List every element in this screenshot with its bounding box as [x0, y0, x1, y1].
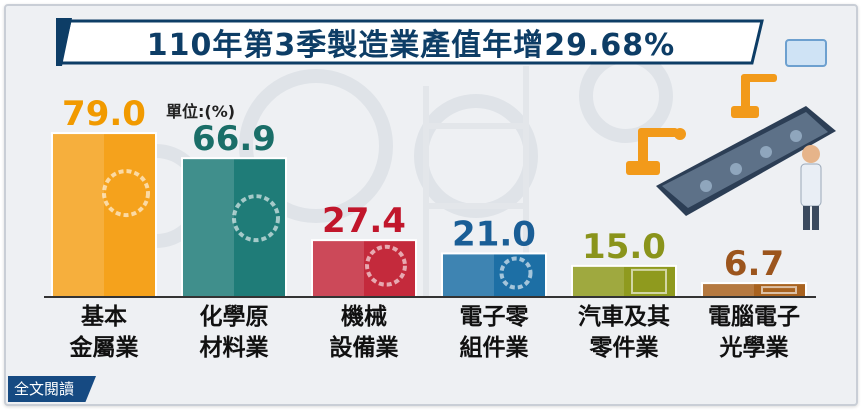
- bar: [701, 282, 807, 299]
- title-banner: [56, 18, 764, 66]
- factory-robot-illustration: [626, 39, 836, 230]
- bar-value-label: 27.4: [322, 201, 406, 241]
- category-label: 電子零 組件業: [459, 304, 529, 361]
- gear-icon: [365, 244, 407, 287]
- gear-icon: [102, 169, 150, 218]
- bar-value-label: 79.0: [62, 94, 146, 134]
- monitor-icon: [785, 39, 827, 67]
- category-label: 汽車及其 零件業: [578, 304, 670, 361]
- read-full-text-button[interactable]: 全文閱讀: [8, 376, 97, 402]
- circuit-chip-icon: [499, 256, 533, 290]
- category-label: 機械 設備業: [329, 304, 399, 361]
- bar: [181, 157, 287, 298]
- bar-value-label: 6.7: [724, 244, 784, 284]
- circuit-board-icon: [761, 286, 797, 295]
- unit-label: 單位:(%): [166, 102, 236, 121]
- bar-value-label: 15.0: [582, 227, 666, 267]
- gear-icon: [232, 194, 280, 243]
- robot-arm-icon: [626, 128, 686, 175]
- category-label: 電腦電子 光學業: [708, 304, 800, 361]
- bar: [311, 239, 417, 299]
- chart-title: 110年第3季製造業產值年增29.68%: [146, 28, 676, 63]
- bar: [51, 132, 157, 298]
- bar: [441, 252, 547, 299]
- bar-chart: 79.0 66.9 27.4 21.0 15.0 6.7: [44, 94, 816, 299]
- robot-arm-icon: [631, 268, 667, 294]
- infographic-frame: 110年第3季製造業產值年增29.68% 單位:(%): [4, 4, 858, 406]
- category-label: 基本 金屬業: [69, 304, 139, 361]
- bar-value-label: 66.9: [192, 119, 276, 159]
- category-label: 化學原 材料業: [199, 304, 269, 361]
- bar-value-label: 21.0: [452, 214, 536, 254]
- worker-figure: [800, 145, 822, 230]
- bar: [571, 264, 677, 298]
